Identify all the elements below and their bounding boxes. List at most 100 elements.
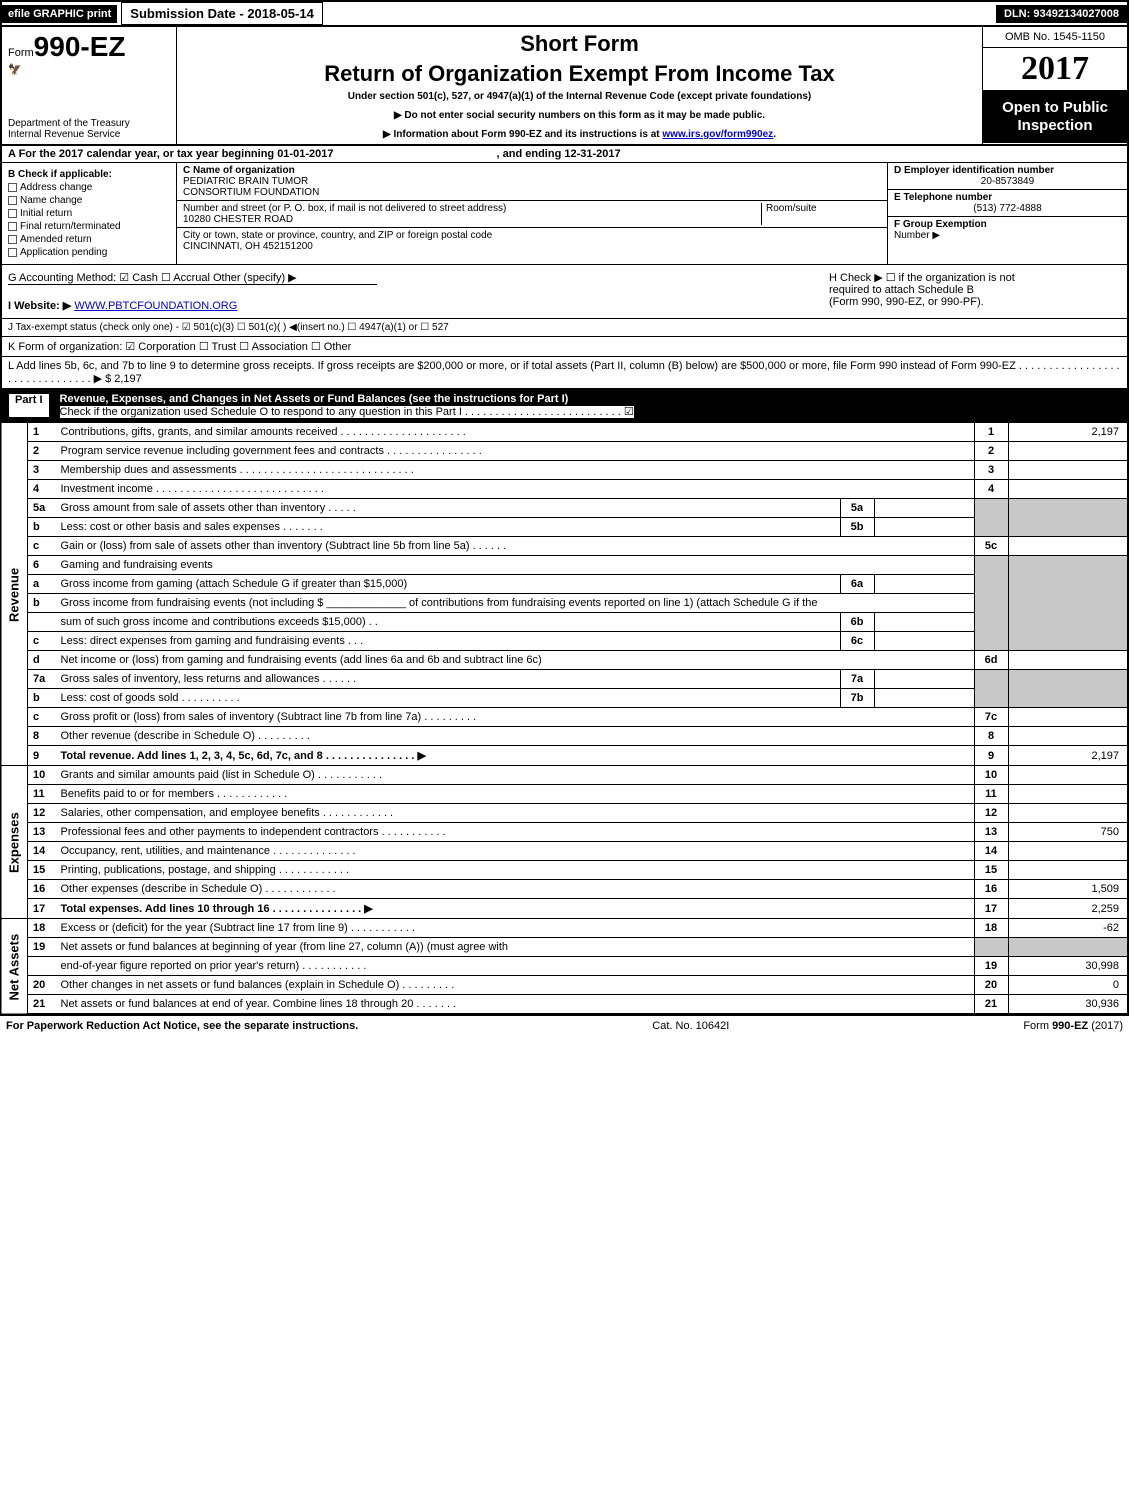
org-city-row: City or town, state or province, country… — [177, 228, 887, 254]
check-address-change[interactable]: Address change — [8, 182, 170, 193]
line-desc: Membership dues and assessments . . . . … — [56, 461, 975, 480]
check-pending[interactable]: Application pending — [8, 247, 170, 258]
f-label-2: Number ▶ — [894, 230, 1121, 241]
table-row: 2Program service revenue including gover… — [1, 442, 1128, 461]
check-label: Initial return — [20, 208, 72, 219]
checkbox-icon[interactable] — [8, 183, 17, 192]
line-amt: 2,197 — [1008, 746, 1128, 766]
line-num: 16 — [28, 880, 56, 899]
line-box: 15 — [974, 861, 1008, 880]
page-footer: For Paperwork Reduction Act Notice, see … — [0, 1015, 1129, 1036]
city-value: CINCINNATI, OH 452151200 — [183, 241, 881, 252]
shade-amt — [1008, 670, 1128, 708]
line-amt: 30,936 — [1008, 995, 1128, 1015]
line-box: 2 — [974, 442, 1008, 461]
line-desc: Excess or (deficit) for the year (Subtra… — [56, 919, 975, 938]
table-row: 13Professional fees and other payments t… — [1, 823, 1128, 842]
room-suite: Room/suite — [761, 203, 881, 225]
mini-box: 6c — [840, 632, 874, 651]
h-check: H Check ▶ ☐ if the organization is not r… — [821, 271, 1121, 312]
table-row: bLess: cost of goods sold . . . . . . . … — [1, 689, 1128, 708]
mini-box: 6b — [840, 613, 874, 632]
line-box: 3 — [974, 461, 1008, 480]
line-num: c — [28, 537, 56, 556]
line-amt — [1008, 651, 1128, 670]
arrow2-post: . — [773, 129, 776, 140]
line-num: 6 — [28, 556, 56, 575]
line-box: 4 — [974, 480, 1008, 499]
footer-right-pre: Form — [1023, 1020, 1052, 1032]
line-desc: Contributions, gifts, grants, and simila… — [56, 423, 975, 442]
footer-right: Form 990-EZ (2017) — [1023, 1020, 1123, 1032]
street-label: Number and street (or P. O. box, if mail… — [183, 203, 761, 214]
mini-amt — [874, 575, 974, 594]
line-amt — [1008, 861, 1128, 880]
check-final-return[interactable]: Final return/terminated — [8, 221, 170, 232]
check-b-title: B Check if applicable: — [8, 169, 112, 180]
line-desc: Other expenses (describe in Schedule O) … — [56, 880, 975, 899]
top-bar: efile GRAPHIC print Submission Date - 20… — [0, 0, 1129, 27]
table-row: end-of-year figure reported on prior yea… — [1, 957, 1128, 976]
line-num: 18 — [28, 919, 56, 938]
table-row: sum of such gross income and contributio… — [1, 613, 1128, 632]
line-desc: Salaries, other compensation, and employ… — [56, 804, 975, 823]
table-row: 9Total revenue. Add lines 1, 2, 3, 4, 5c… — [1, 746, 1128, 766]
line-num: 2 — [28, 442, 56, 461]
side-net-assets: Net Assets — [1, 919, 28, 1015]
header-col-right: OMB No. 1545-1150 2017 Open to Public In… — [982, 27, 1127, 144]
side-expenses: Expenses — [1, 766, 28, 919]
eagle-icon: 🦅 — [8, 63, 170, 76]
checkbox-icon[interactable] — [8, 222, 17, 231]
check-amended[interactable]: Amended return — [8, 234, 170, 245]
mini-amt — [874, 632, 974, 651]
dept-irs: Internal Revenue Service — [8, 129, 170, 140]
shade-box — [974, 556, 1008, 651]
shade-amt — [1008, 938, 1128, 957]
line-amt — [1008, 537, 1128, 556]
checkbox-icon[interactable] — [8, 248, 17, 257]
footer-right-post: (2017) — [1088, 1020, 1123, 1032]
mini-box: 6a — [840, 575, 874, 594]
table-row: 6Gaming and fundraising events — [1, 556, 1128, 575]
line-num — [28, 957, 56, 976]
footer-cat-no: Cat. No. 10642I — [652, 1020, 729, 1032]
checkbox-icon[interactable] — [8, 209, 17, 218]
line-desc: Gross income from fundraising events (no… — [56, 594, 975, 613]
line-desc-bold: Total expenses. Add lines 10 through 16 … — [61, 903, 373, 915]
mini-amt — [874, 499, 974, 518]
g-h-row: G Accounting Method: ☑ Cash ☐ Accrual Ot… — [0, 265, 1129, 319]
check-initial-return[interactable]: Initial return — [8, 208, 170, 219]
line-desc: Other changes in net assets or fund bala… — [56, 976, 975, 995]
check-name-change[interactable]: Name change — [8, 195, 170, 206]
table-row: 8Other revenue (describe in Schedule O) … — [1, 727, 1128, 746]
line-box: 19 — [974, 957, 1008, 976]
line-desc: Occupancy, rent, utilities, and maintena… — [56, 842, 975, 861]
table-row: cLess: direct expenses from gaming and f… — [1, 632, 1128, 651]
website-link[interactable]: WWW.PBTCFOUNDATION.ORG — [74, 300, 237, 312]
line-num: b — [28, 689, 56, 708]
mini-amt — [874, 670, 974, 689]
line-amt — [1008, 480, 1128, 499]
k-form-org: K Form of organization: ☑ Corporation ☐ … — [0, 337, 1129, 357]
checkbox-icon[interactable] — [8, 235, 17, 244]
table-row: 17Total expenses. Add lines 10 through 1… — [1, 899, 1128, 919]
line-num: 1 — [28, 423, 56, 442]
header-col-title: Short Form Return of Organization Exempt… — [177, 27, 982, 144]
instructions-link[interactable]: www.irs.gov/form990ez — [662, 129, 773, 140]
line-desc: Less: cost of goods sold . . . . . . . .… — [56, 689, 841, 708]
line-desc: Total revenue. Add lines 1, 2, 3, 4, 5c,… — [56, 746, 975, 766]
mini-amt — [874, 689, 974, 708]
table-row: 3Membership dues and assessments . . . .… — [1, 461, 1128, 480]
mini-amt — [874, 613, 974, 632]
line-box: 10 — [974, 766, 1008, 785]
line-desc: Other revenue (describe in Schedule O) .… — [56, 727, 975, 746]
h-text-1: H Check ▶ ☐ if the organization is not — [829, 271, 1121, 284]
ein-cell: D Employer identification number 20-8573… — [888, 163, 1127, 190]
efile-label: efile GRAPHIC print — [2, 5, 117, 23]
line-amt — [1008, 842, 1128, 861]
line-amt: -62 — [1008, 919, 1128, 938]
line-amt — [1008, 804, 1128, 823]
line-num: 15 — [28, 861, 56, 880]
checkbox-icon[interactable] — [8, 196, 17, 205]
line-desc-bold: Total revenue. Add lines 1, 2, 3, 4, 5c,… — [61, 750, 426, 762]
